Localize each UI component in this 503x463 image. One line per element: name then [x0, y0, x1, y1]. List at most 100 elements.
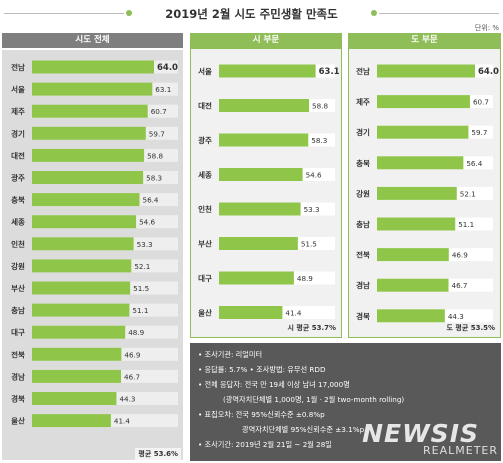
title-dot-left — [126, 10, 132, 16]
bar — [32, 392, 117, 405]
value-label: 46.9 — [452, 251, 468, 260]
category-label: 경남 — [356, 280, 370, 290]
panel-cities-body: 서울 63.1 대전 58.8 광주 58.3 세종 54.6 인천 53.3 부산 51.5 대구 48… — [190, 48, 342, 338]
value-label: 54.6 — [139, 218, 155, 227]
value-label: 58.3 — [146, 174, 162, 183]
category-label: 강원 — [356, 188, 370, 198]
bar — [377, 95, 470, 109]
bar — [377, 217, 456, 231]
value-label: 53.3 — [137, 240, 153, 249]
panel-cities: 시 부문 서울 63.1 대전 58.8 광주 58.3 세종 54.6 인천 53.3 부산 51.… — [190, 33, 342, 338]
panel-provinces-header: 도 부문 — [348, 33, 501, 48]
bar — [32, 369, 122, 383]
bar — [32, 259, 132, 273]
value-label: 51.1 — [458, 220, 474, 229]
category-label: 광주 — [198, 135, 212, 145]
value-label: 46.7 — [452, 281, 468, 290]
panel-all-body: 전남 64.0 서울 63.1 제주 60.7 경기 59.7 대전 58.8 광주 58.3 충북 56… — [2, 50, 183, 460]
bar — [377, 64, 475, 78]
title-dot-right — [371, 10, 377, 16]
note-line: (광역자치단체별 1,000명, 1월 · 2월 two-month rolli… — [223, 395, 405, 404]
value-label: 60.7 — [473, 98, 489, 107]
bar — [32, 325, 126, 339]
note-line: • 조사기간: 2019년 2월 21일 ~ 2월 28일 — [198, 440, 332, 449]
bar — [32, 303, 130, 317]
category-label: 대전 — [11, 150, 25, 160]
bar — [32, 60, 154, 74]
bar — [32, 126, 146, 140]
title-rule-left — [4, 12, 124, 14]
category-label: 전남 — [356, 66, 370, 76]
value-label: 44.3 — [448, 312, 464, 321]
bar — [219, 99, 310, 112]
category-label: 부산 — [11, 283, 25, 293]
value-label: 63.1 — [319, 67, 340, 77]
category-label: 대구 — [11, 327, 25, 337]
category-label: 제주 — [11, 106, 25, 116]
category-label: 울산 — [11, 416, 25, 426]
value-label: 46.7 — [124, 372, 140, 381]
survey-notes: • 조사기관: 리얼미터 • 응답률: 5.7% • 조사방법: 유무선 RDD… — [190, 343, 501, 461]
bar — [32, 237, 134, 251]
panel-all-regions: 시도 전체 전남 64.0 서울 63.1 제주 60.7 경기 59.7 대전 58.8 광주 58… — [2, 33, 183, 460]
bar — [32, 104, 148, 118]
value-label: 60.7 — [151, 107, 167, 116]
bar — [32, 281, 131, 295]
chart-provinces: 전남 64.0 제주 60.7 경기 59.7 충북 56.4 강원 52.1 충남 51.1 전북 46… — [356, 64, 499, 323]
bar — [219, 306, 283, 319]
value-label: 56.4 — [143, 196, 159, 205]
average-label-all: 평균 53.6% — [135, 448, 181, 460]
category-label: 충북 — [356, 158, 370, 168]
category-label: 광주 — [11, 173, 25, 183]
bar — [377, 309, 445, 323]
value-label: 53.3 — [304, 205, 320, 214]
value-label: 52.1 — [460, 189, 476, 198]
category-label: 대구 — [198, 273, 212, 283]
bar — [377, 186, 457, 200]
bar — [377, 248, 449, 262]
panel-all-header: 시도 전체 — [2, 33, 183, 48]
watermark-brand: NEWSIS — [362, 419, 479, 448]
bar — [219, 133, 309, 147]
note-line: • 전체 응답자: 전국 만 19세 이상 남녀 17,000명 — [198, 380, 350, 389]
bar — [32, 414, 111, 428]
panel-provinces: 도 부문 전남 64.0 제주 60.7 경기 59.7 충북 56.4 강원 52.1 충남 51.… — [348, 33, 501, 338]
value-label: 41.4 — [114, 417, 130, 426]
bar — [32, 82, 153, 96]
page-title: 2019년 2월 시도 주민생활 만족도 — [165, 7, 338, 21]
category-label: 충북 — [11, 195, 25, 205]
bar — [32, 347, 122, 361]
value-label: 48.9 — [128, 328, 144, 337]
category-label: 울산 — [198, 308, 212, 318]
category-label: 전남 — [11, 62, 25, 72]
value-label: 51.5 — [301, 240, 317, 249]
chart-cities: 서울 63.1 대전 58.8 광주 58.3 세종 54.6 인천 53.3 부산 51.5 대구 48… — [198, 64, 340, 319]
chart-all-regions: 전남 64.0 서울 63.1 제주 60.7 경기 59.7 대전 58.8 광주 58.3 충북 56… — [11, 60, 178, 428]
category-label: 서울 — [198, 66, 212, 76]
note-line: • 응답률: 5.7% • 조사방법: 유무선 RDD — [198, 365, 326, 374]
panel-provinces-body: 전남 64.0 제주 60.7 경기 59.7 충북 56.4 강원 52.1 충남 51.1 전북 46… — [348, 48, 501, 338]
value-label: 64.0 — [157, 63, 178, 73]
average-label-cities: 시 평균 53.7% — [287, 324, 336, 332]
bar — [32, 193, 140, 207]
category-label: 경북 — [11, 394, 25, 404]
bar — [219, 64, 316, 78]
bar — [377, 125, 469, 139]
category-label: 인천 — [198, 204, 212, 214]
value-label: 58.8 — [312, 102, 328, 111]
value-label: 64.0 — [478, 67, 499, 77]
watermark-source: REALMETER — [423, 444, 498, 457]
note-line: • 조사기관: 리얼미터 — [198, 350, 263, 359]
value-label: 52.1 — [134, 262, 150, 271]
value-label: 44.3 — [119, 395, 135, 404]
category-label: 제주 — [356, 97, 370, 107]
value-label: 59.7 — [471, 128, 487, 137]
average-label-provinces: 도 평균 53.5% — [446, 324, 495, 332]
category-label: 전북 — [356, 250, 370, 260]
category-label: 경기 — [356, 127, 370, 137]
category-label: 세종 — [198, 170, 212, 180]
bar — [377, 156, 464, 170]
value-label: 54.6 — [306, 171, 322, 180]
category-label: 전북 — [11, 349, 25, 359]
category-label: 충남 — [11, 305, 25, 315]
